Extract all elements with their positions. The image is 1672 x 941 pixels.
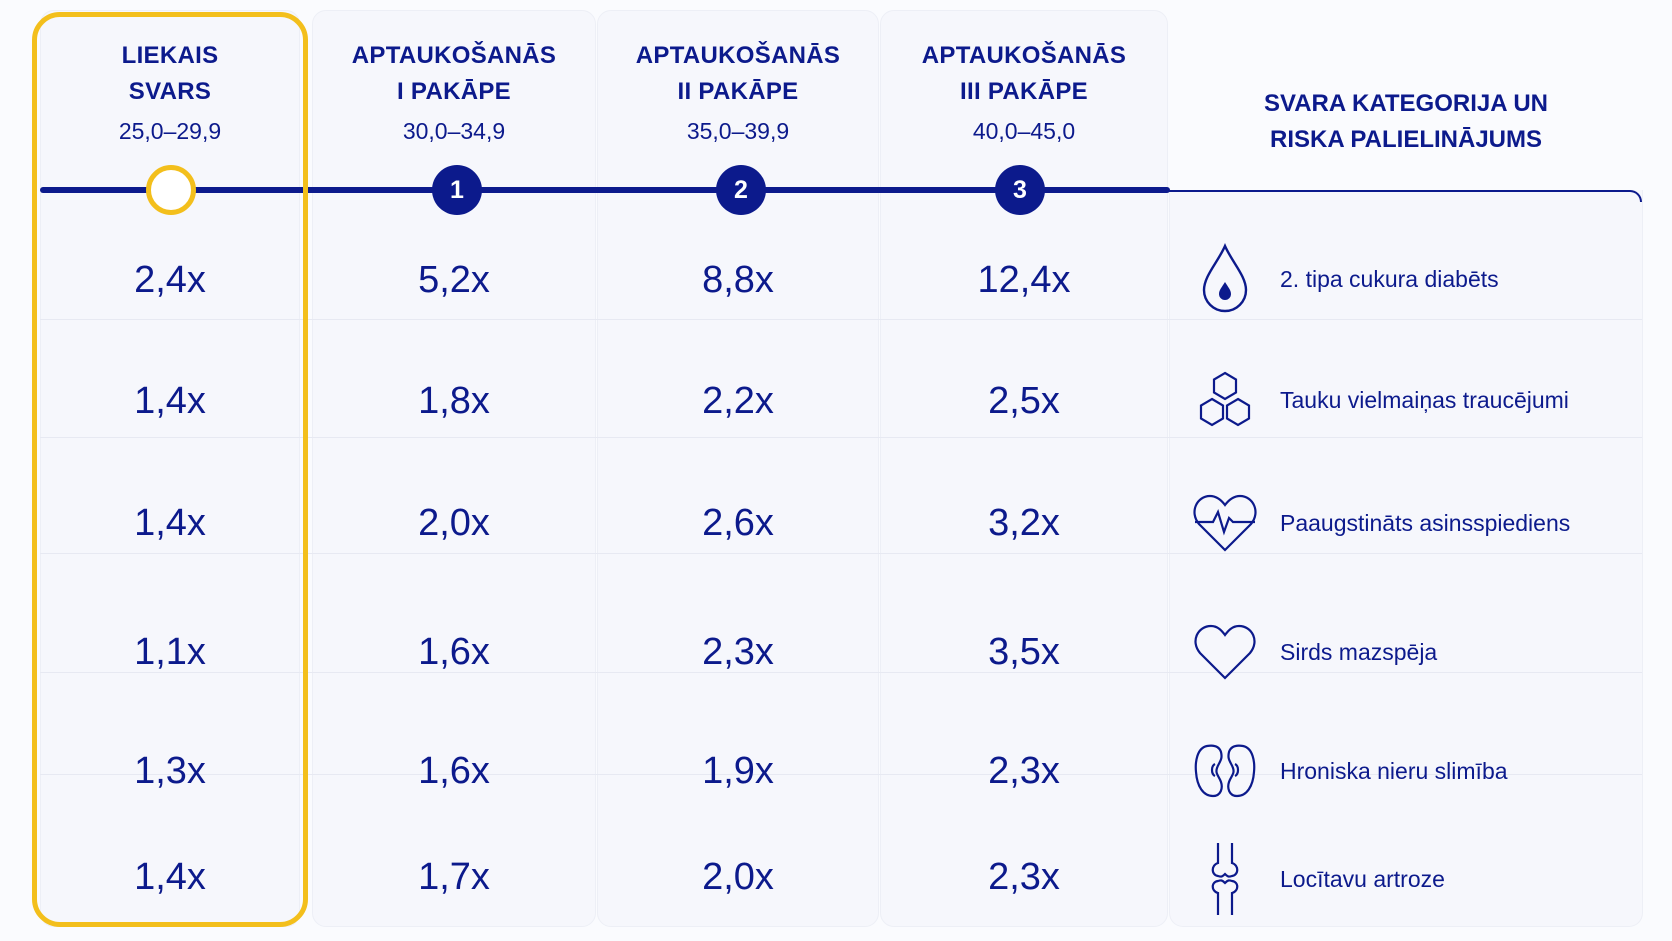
value-cell: 1,8x	[418, 380, 490, 422]
header-overweight: LIEKAIS SVARS 25,0–29,9	[40, 38, 300, 145]
value-cell: 3,2x	[988, 502, 1060, 544]
condition-diabetes: 2. tipa cukura diabēts	[1190, 243, 1630, 313]
value-cell: 1,9x	[702, 750, 774, 792]
condition-heart-failure: Sirds mazspēja	[1190, 622, 1630, 682]
header-category-risk: SVARA KATEGORIJA UN RISKA PALIELINĀJUMS	[1169, 86, 1643, 158]
value-cell: 2,3x	[988, 750, 1060, 792]
header-title-line2: I PAKĀPE	[397, 78, 511, 105]
marker-overweight	[146, 165, 196, 215]
header-title-line2: III PAKĀPE	[960, 78, 1088, 105]
value-cell: 1,3x	[134, 750, 206, 792]
condition-arthrosis: Locītavu artroze	[1190, 843, 1630, 915]
condition-kidney: Hroniska nieru slimība	[1190, 741, 1630, 801]
bmi-range: 25,0–29,9	[118, 118, 222, 144]
value-cell: 1,4x	[134, 380, 206, 422]
value-cell: 1,6x	[418, 631, 490, 673]
header-category-line1: SVARA KATEGORIJA UN	[1263, 90, 1548, 117]
header-title-line1: LIEKAIS	[121, 42, 219, 69]
value-cell: 2,2x	[702, 380, 774, 422]
heart-pulse-icon	[1190, 488, 1260, 558]
row-divider	[40, 319, 1642, 320]
header-obesity-1: APTAUKOŠANĀS I PAKĀPE 30,0–34,9	[312, 38, 596, 145]
condition-label: Sirds mazspēja	[1280, 638, 1438, 665]
bmi-range: 30,0–34,9	[402, 118, 506, 144]
value-cell: 2,6x	[702, 502, 774, 544]
marker-obesity-1: 1	[432, 165, 482, 215]
condition-label: 2. tipa cukura diabēts	[1280, 265, 1499, 292]
value-cell: 12,4x	[977, 259, 1071, 301]
drop-icon	[1190, 243, 1260, 314]
value-cell: 1,1x	[134, 631, 206, 673]
condition-label: Locītavu artroze	[1280, 865, 1445, 892]
condition-lipid: Tauku vielmaiņas traucējumi	[1190, 370, 1630, 430]
marker-obesity-3: 3	[995, 165, 1045, 215]
value-cell: 2,0x	[418, 502, 490, 544]
value-cell: 1,6x	[418, 750, 490, 792]
value-cell: 5,2x	[418, 259, 490, 301]
value-cell: 8,8x	[702, 259, 774, 301]
value-cell: 2,4x	[134, 259, 206, 301]
heart-icon	[1190, 617, 1260, 687]
value-cell: 2,3x	[988, 856, 1060, 898]
value-cell: 2,5x	[988, 380, 1060, 422]
value-cell: 1,4x	[134, 502, 206, 544]
header-title-line2: SVARS	[128, 78, 212, 105]
row-divider	[40, 672, 1642, 673]
value-cell: 1,4x	[134, 856, 206, 898]
header-title-line1: APTAUKOŠANĀS	[921, 42, 1127, 69]
row-divider	[40, 437, 1642, 438]
condition-label: Tauku vielmaiņas traucējumi	[1280, 386, 1569, 413]
header-obesity-3: APTAUKOŠANĀS III PAKĀPE 40,0–45,0	[880, 38, 1168, 145]
column-conditions	[1169, 190, 1643, 927]
condition-hypertension: Paaugstināts asinsspiediens	[1190, 493, 1630, 553]
header-obesity-2: APTAUKOŠANĀS II PAKĀPE 35,0–39,9	[597, 38, 879, 145]
bmi-range: 40,0–45,0	[972, 118, 1076, 144]
timeline-axis	[40, 187, 1170, 193]
header-title-line1: APTAUKOŠANĀS	[635, 42, 841, 69]
value-cell: 2,0x	[702, 856, 774, 898]
value-cell: 2,3x	[702, 631, 774, 673]
condition-label: Paaugstināts asinsspiediens	[1280, 509, 1571, 536]
value-cell: 1,7x	[418, 856, 490, 898]
header-category-line2: RISKA PALIELINĀJUMS	[1269, 126, 1542, 153]
kidney-icon	[1190, 736, 1260, 806]
header-title-line2: II PAKĀPE	[677, 78, 799, 105]
bmi-range: 35,0–39,9	[686, 118, 790, 144]
hexagon-molecule-icon	[1190, 365, 1260, 435]
row-divider	[40, 774, 1642, 775]
row-divider	[40, 553, 1642, 554]
marker-obesity-2: 2	[716, 165, 766, 215]
value-cell: 3,5x	[988, 631, 1060, 673]
knee-joint-icon	[1190, 843, 1260, 915]
condition-label: Hroniska nieru slimība	[1280, 757, 1508, 784]
timeline-axis-extension	[1168, 190, 1642, 202]
header-title-line1: APTAUKOŠANĀS	[351, 42, 557, 69]
